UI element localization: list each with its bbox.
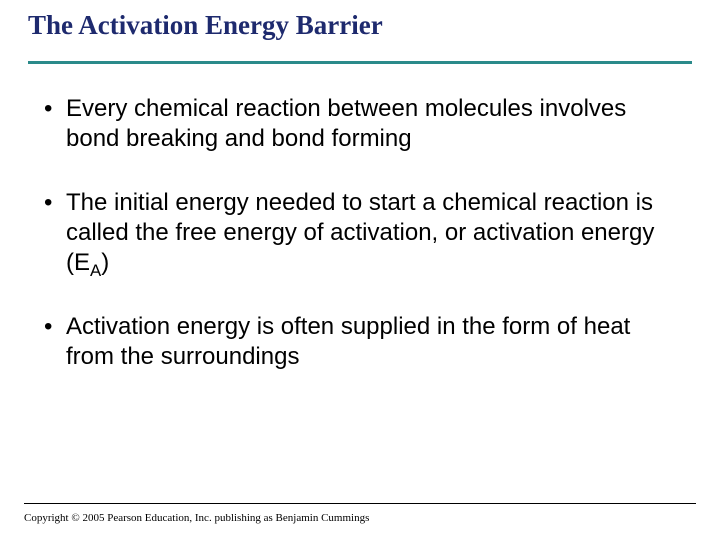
list-item: • Activation energy is often supplied in… (44, 312, 680, 372)
bullet-icon: • (44, 94, 66, 154)
bullet-icon: • (44, 312, 66, 372)
bullet-text: The initial energy needed to start a che… (66, 188, 680, 278)
bullet-icon: • (44, 188, 66, 278)
bullet-list: • Every chemical reaction between molecu… (0, 64, 720, 372)
bullet-text: Activation energy is often supplied in t… (66, 312, 680, 372)
bullet-text: Every chemical reaction between molecule… (66, 94, 680, 154)
list-item: • Every chemical reaction between molecu… (44, 94, 680, 154)
slide-title: The Activation Energy Barrier (0, 0, 720, 41)
footer-rule (24, 503, 696, 504)
list-item: • The initial energy needed to start a c… (44, 188, 680, 278)
copyright-text: Copyright © 2005 Pearson Education, Inc.… (24, 512, 369, 524)
